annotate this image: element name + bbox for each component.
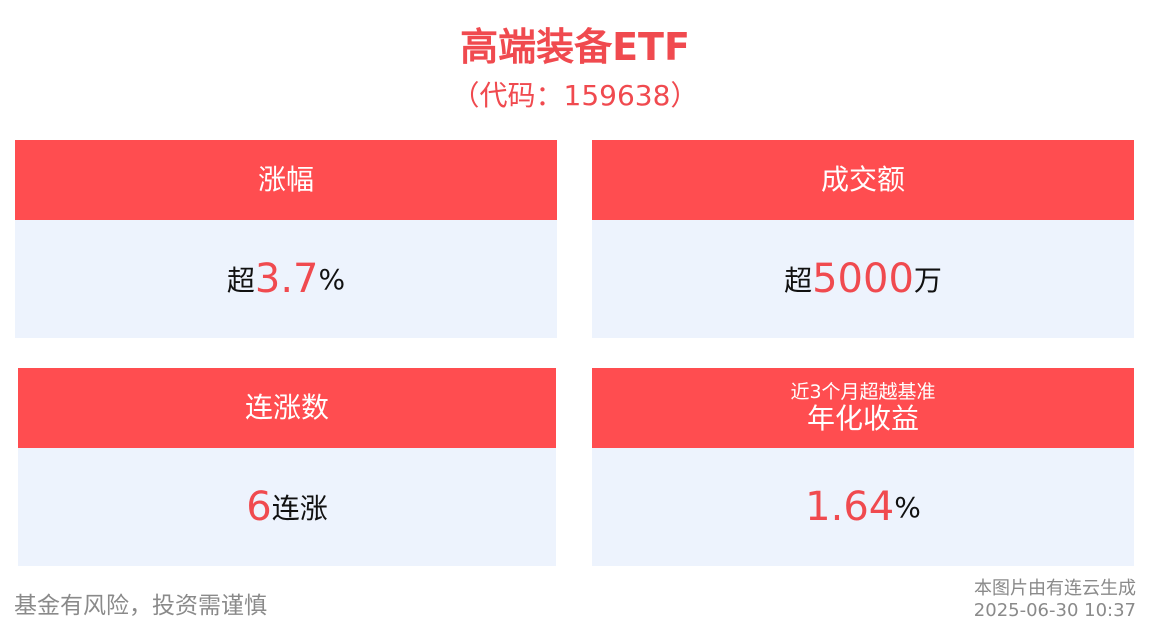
- value-suffix: %: [318, 262, 346, 296]
- value-number: 1.64: [805, 484, 895, 530]
- value-suffix: 万: [913, 264, 942, 297]
- card-header: 连涨数: [18, 368, 556, 448]
- source-note: 本图片由有连云生成: [974, 578, 1136, 599]
- page-title: 高端装备ETF: [460, 25, 690, 69]
- card-body: 1.64%: [592, 448, 1134, 566]
- card-header-label: 连涨数: [244, 391, 329, 424]
- value-suffix: %: [894, 490, 921, 524]
- value-suffix: 连涨: [271, 492, 328, 525]
- value-prefix: 超: [784, 264, 813, 297]
- timestamp: 2025-06-30 10:37: [973, 600, 1136, 621]
- card-header-label: 涨幅: [257, 163, 314, 196]
- card-streak: 连涨数 6 连涨: [18, 368, 556, 566]
- card-header-label: 成交额: [820, 163, 905, 196]
- fund-code: （代码：159638）: [451, 79, 699, 112]
- generation-info: 本图片由有连云生成 2025-06-30 10:37: [974, 578, 1136, 622]
- card-body: 6 连涨: [18, 448, 556, 566]
- value-number: 3.7: [254, 256, 319, 302]
- card-header-sublabel: 近3个月超越基准: [790, 381, 936, 403]
- card-turnover: 成交额 超 5000 万: [592, 140, 1134, 338]
- card-body: 超 5000 万: [592, 220, 1134, 338]
- card-header: 成交额: [592, 140, 1134, 220]
- value-number: 5000: [812, 256, 914, 302]
- card-header: 涨幅: [15, 140, 557, 220]
- card-header-label: 年化收益: [806, 402, 919, 435]
- card-annual-return: 近3个月超越基准 年化收益 1.64%: [592, 368, 1134, 566]
- card-header: 近3个月超越基准 年化收益: [592, 368, 1134, 448]
- card-body: 超 3.7%: [15, 220, 557, 338]
- risk-disclaimer: 基金有风险，投资需谨慎: [14, 593, 267, 619]
- value-number: 6: [246, 484, 272, 530]
- value-prefix: 超: [226, 264, 255, 297]
- card-change: 涨幅 超 3.7%: [15, 140, 557, 338]
